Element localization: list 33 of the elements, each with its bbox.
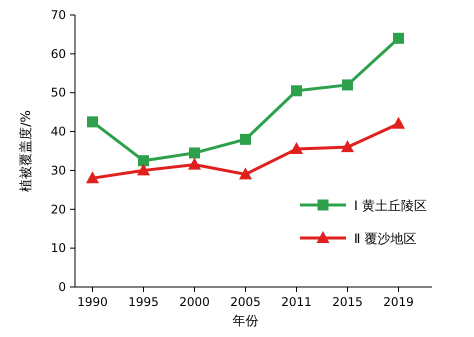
- point: [189, 147, 200, 158]
- legend-label: Ⅰ 黄土丘陵区: [354, 199, 427, 214]
- y-axis-title: 植被覆盖度/%: [18, 110, 34, 192]
- x-axis-title: 年份: [232, 314, 258, 329]
- y-tick-label: 20: [50, 202, 66, 216]
- y-tick-label: 40: [50, 124, 66, 139]
- point: [137, 163, 150, 176]
- x-tick-label: 1995: [128, 295, 159, 309]
- point: [240, 134, 251, 145]
- point: [342, 79, 353, 90]
- x-tick-label: 2015: [332, 295, 363, 309]
- point: [239, 167, 252, 180]
- y-tick-label: 70: [50, 8, 66, 22]
- x-tick-label: 2011: [281, 295, 312, 309]
- x-tick-label: 2019: [383, 295, 414, 309]
- x-tick-label: 2005: [230, 295, 261, 309]
- point: [291, 85, 302, 96]
- point: [393, 32, 404, 44]
- point: [87, 116, 98, 128]
- point: [290, 142, 303, 154]
- y-tick-label: 50: [50, 86, 66, 100]
- point: [138, 155, 149, 166]
- legend-label: Ⅱ 覆沙地区: [354, 232, 417, 247]
- y-tick-label: 0: [58, 280, 66, 294]
- x-tick-label: 2000: [179, 295, 210, 309]
- point: [341, 140, 354, 152]
- y-tick-label: 60: [50, 46, 66, 61]
- x-tick-label: 1990: [77, 295, 108, 309]
- point: [86, 171, 99, 184]
- point: [392, 116, 405, 129]
- y-tick-label: 30: [50, 163, 66, 178]
- point: [188, 158, 201, 170]
- y-tick-label: 10: [50, 241, 66, 256]
